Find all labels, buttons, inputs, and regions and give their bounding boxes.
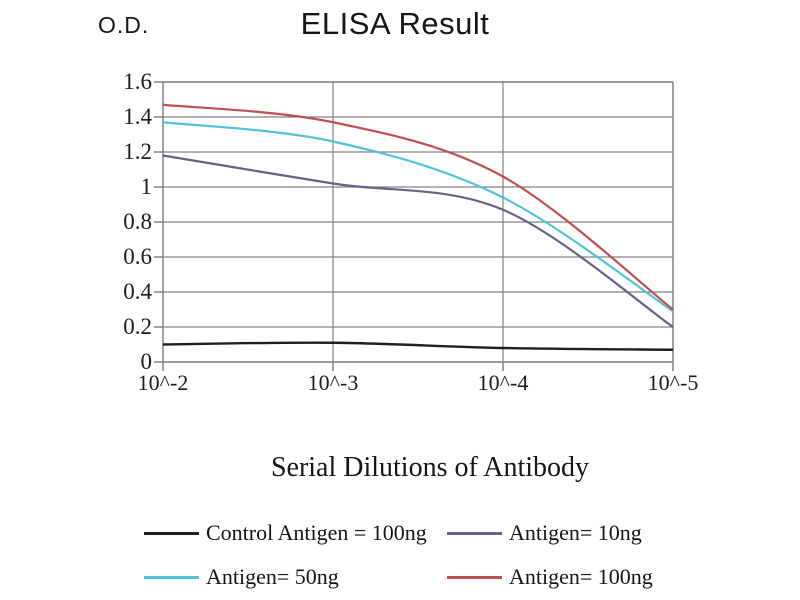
- y-tick-label: 0: [140, 349, 153, 374]
- y-tick-label: 1.2: [123, 139, 152, 164]
- x-tick-label: 10^-2: [137, 370, 189, 395]
- series-line-3: [162, 103, 674, 311]
- y-tick-label: 0.4: [123, 279, 152, 304]
- legend-line-purple: [447, 531, 502, 535]
- legend-label: Antigen= 10ng: [509, 520, 642, 545]
- series-line-2: [162, 121, 674, 313]
- series-line-0: [162, 341, 674, 351]
- legend-item-antigen-100ng: Antigen= 100ng: [447, 564, 653, 590]
- legend-label: Antigen= 50ng: [206, 564, 339, 589]
- x-tick-label: 10^-5: [647, 370, 699, 395]
- series-line-1: [162, 154, 674, 328]
- y-tick-label: 0.8: [123, 209, 152, 234]
- legend-item-antigen-50ng: Antigen= 50ng: [144, 564, 339, 590]
- y-tick-label: 1.4: [123, 104, 152, 129]
- legend-item-antigen-10ng: Antigen= 10ng: [447, 520, 642, 546]
- legend-line-red: [447, 575, 502, 579]
- legend-label: Control Antigen = 100ng: [206, 520, 427, 545]
- legend-line-cyan: [144, 575, 199, 579]
- x-axis-title: Serial Dilutions of Antibody: [270, 452, 590, 483]
- y-tick-label: 1.6: [123, 69, 152, 94]
- y-tick-label: 0.2: [123, 314, 152, 339]
- y-tick-label: 1: [140, 174, 153, 199]
- x-tick-label: 10^-3: [307, 370, 359, 395]
- legend-label: Antigen= 100ng: [509, 564, 653, 589]
- legend-item-control-antigen: Control Antigen = 100ng: [144, 520, 427, 546]
- y-axis-unit-label: O.D.: [98, 12, 150, 38]
- legend-line-black: [144, 531, 199, 535]
- y-tick-label: 0.6: [123, 244, 152, 269]
- x-tick-label: 10^-4: [477, 370, 529, 395]
- chart-title: ELISA Result: [300, 6, 490, 41]
